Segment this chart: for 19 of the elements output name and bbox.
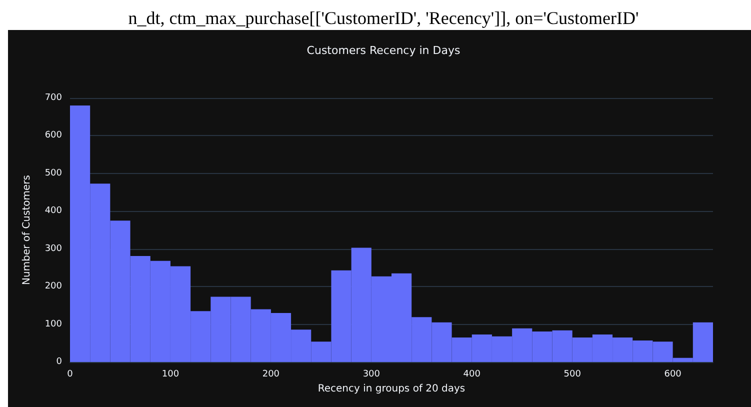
y-tick-label: 400 — [44, 206, 62, 216]
y-tick-label: 500 — [44, 168, 62, 178]
x-tick-label: 500 — [564, 370, 582, 380]
x-tick-label: 200 — [262, 370, 280, 380]
x-tick-label: 300 — [362, 370, 380, 380]
y-tick-label: 100 — [44, 319, 62, 330]
x-tick-label: 100 — [162, 370, 180, 380]
y-tick-label: 0 — [56, 357, 62, 367]
x-tick-label: 400 — [463, 370, 481, 380]
x-tick-label: 0 — [67, 370, 74, 380]
y-tick-label: 600 — [44, 130, 62, 141]
x-tick-label: 600 — [664, 370, 682, 380]
y-tick-label: 300 — [44, 244, 62, 254]
text: n_dt, ctm_max_purchase[['CustomerID', 'Recency']], on='CustomerID' — [128, 8, 639, 28]
y-tick-label: 200 — [44, 282, 62, 292]
y-axis-title: Number of Customers — [22, 175, 32, 285]
x-axis-title: Recency in groups of 20 days — [318, 384, 466, 394]
chart-title: Customers Recency in Days — [306, 44, 460, 57]
y-tick-label: 700 — [44, 93, 62, 103]
